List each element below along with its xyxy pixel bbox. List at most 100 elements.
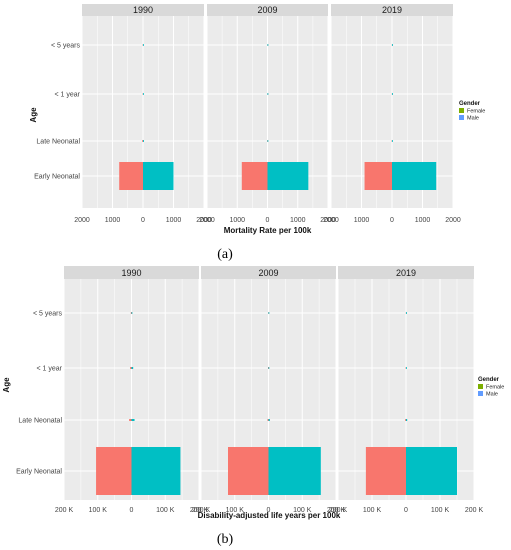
legend-label: Male xyxy=(467,116,479,122)
legend-title: Gender xyxy=(478,377,500,383)
y-tick-label: Late Neonatal xyxy=(36,139,80,146)
y-tick-label: < 5 years xyxy=(51,43,80,50)
facet-strip xyxy=(338,266,474,279)
x-tick-label: 0 xyxy=(404,507,408,514)
x-tick-label: 100 K xyxy=(156,507,175,514)
bar-male xyxy=(268,367,270,369)
chart-b xyxy=(63,266,483,500)
legend-swatch xyxy=(459,108,464,113)
bar-male xyxy=(143,162,174,190)
bar-male xyxy=(406,419,408,421)
x-axis-title: Disability-adjusted life years per 100k xyxy=(198,511,341,520)
legend-swatch xyxy=(459,115,464,120)
bar-male xyxy=(406,367,407,369)
x-tick-label: 2000 xyxy=(445,217,461,224)
bar-female xyxy=(365,447,406,495)
x-tick-label: 1000 xyxy=(166,217,182,224)
x-tick-label: 1000 xyxy=(415,217,431,224)
bar-female xyxy=(267,367,269,369)
bar-female xyxy=(130,367,132,369)
bar-female xyxy=(129,419,132,421)
x-tick-label: 0 xyxy=(267,507,271,514)
bar-male xyxy=(392,93,393,95)
x-tick-label: 1000 xyxy=(354,217,370,224)
bar-male xyxy=(143,44,144,46)
x-tick-label: 0 xyxy=(130,507,134,514)
facet-label: 2019 xyxy=(396,268,416,278)
legend-label: Female xyxy=(467,109,485,115)
y-tick-label: Early Neonatal xyxy=(16,469,62,476)
y-axis-title: Age xyxy=(29,107,38,123)
x-tick-label: 0 xyxy=(390,217,394,224)
legend-swatch xyxy=(478,384,483,389)
x-tick-label: 2000 xyxy=(320,217,336,224)
bar-female xyxy=(241,162,268,190)
bar-male xyxy=(268,312,270,314)
bar-female xyxy=(228,447,269,495)
bar-male xyxy=(267,44,269,46)
x-tick-label: 1000 xyxy=(290,217,306,224)
bar-male xyxy=(131,312,133,314)
x-tick-label: 200 K xyxy=(190,507,209,514)
y-tick-label: < 5 years xyxy=(33,311,62,318)
bar-male xyxy=(392,162,437,190)
x-tick-label: 200 K xyxy=(192,507,211,514)
chart-a xyxy=(81,4,464,208)
facet-label: 1990 xyxy=(121,268,141,278)
bar-male xyxy=(131,447,181,495)
y-tick-label: Late Neonatal xyxy=(18,418,62,425)
figure-caption: (b) xyxy=(217,532,234,547)
bar-female xyxy=(405,419,406,421)
bar-female xyxy=(364,162,392,190)
x-tick-label: 2000 xyxy=(199,217,215,224)
x-tick-label: 100 K xyxy=(293,507,312,514)
x-tick-label: 200 K xyxy=(329,507,348,514)
facet-label: 2019 xyxy=(382,5,402,15)
x-tick-label: 200 K xyxy=(465,507,484,514)
legend-label: Male xyxy=(486,392,498,398)
x-tick-label: 2000 xyxy=(196,217,212,224)
x-tick-label: 100 K xyxy=(431,507,450,514)
x-tick-label: 100 K xyxy=(363,507,382,514)
facet-strip xyxy=(64,266,199,279)
facet-strip xyxy=(82,4,204,16)
bar-male xyxy=(392,44,393,46)
legend-label: Female xyxy=(486,385,504,391)
legend-swatch xyxy=(478,391,483,396)
facet-label: 2009 xyxy=(257,5,277,15)
x-tick-label: 0 xyxy=(141,217,145,224)
bar-female xyxy=(96,447,132,495)
x-tick-label: 1000 xyxy=(229,217,245,224)
bar-male xyxy=(406,312,407,314)
y-tick-label: < 1 year xyxy=(55,92,81,99)
x-tick-label: 2000 xyxy=(323,217,339,224)
bar-female xyxy=(130,312,132,314)
bar-female xyxy=(267,419,269,421)
bar-male xyxy=(267,140,269,142)
facet-label: 2009 xyxy=(258,268,278,278)
bar-male xyxy=(131,367,134,369)
bar-male xyxy=(406,447,457,495)
facet-strip xyxy=(331,4,453,16)
bar-male xyxy=(131,419,135,421)
bar-male xyxy=(267,93,269,95)
x-tick-label: 0 xyxy=(266,217,270,224)
facet-strip xyxy=(201,266,336,279)
facet-label: 1990 xyxy=(133,5,153,15)
x-tick-label: 100 K xyxy=(226,507,245,514)
x-tick-label: 1000 xyxy=(105,217,121,224)
x-tick-label: 100 K xyxy=(89,507,108,514)
legend-title: Gender xyxy=(459,101,481,107)
x-axis-title: Mortality Rate per 100k xyxy=(224,226,312,235)
x-tick-label: 200 K xyxy=(55,507,74,514)
bar-male xyxy=(143,140,144,142)
bar-male xyxy=(268,419,270,421)
figure-caption: (a) xyxy=(217,247,233,262)
bar-female xyxy=(142,140,144,142)
y-tick-label: Early Neonatal xyxy=(34,174,80,181)
bar-male xyxy=(267,162,309,190)
x-tick-label: 200 K xyxy=(327,507,346,514)
bar-male xyxy=(143,93,144,95)
bar-male xyxy=(392,140,393,142)
